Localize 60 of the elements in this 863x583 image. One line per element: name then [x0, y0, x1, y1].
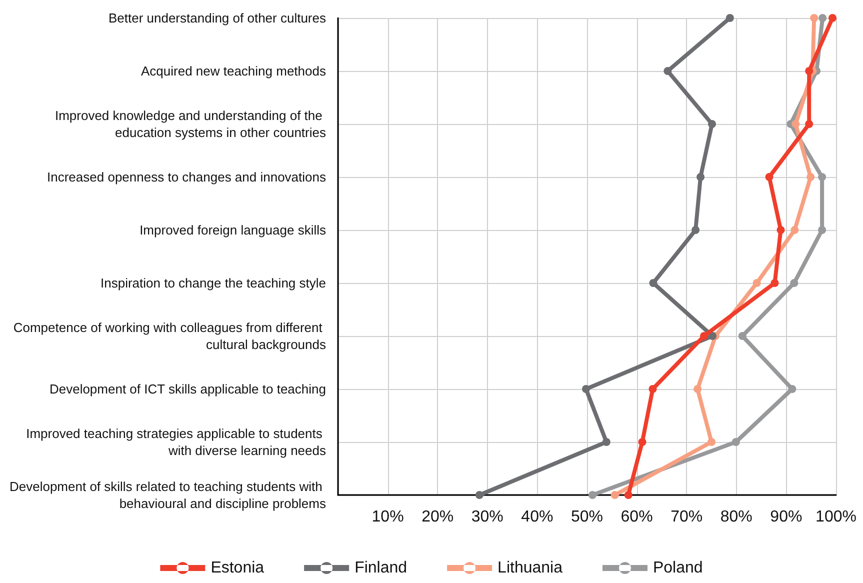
point [776, 226, 785, 234]
point [752, 279, 761, 287]
x-tick-label: 90% [770, 508, 802, 526]
x-tick-label: 60% [620, 508, 653, 526]
point [726, 14, 734, 22]
point [828, 14, 837, 22]
y-tick-label: Inspiration to change the teaching style [100, 276, 326, 290]
point [818, 14, 827, 22]
point [610, 491, 619, 499]
point [810, 14, 818, 22]
point [732, 438, 740, 446]
point [790, 279, 798, 287]
point [694, 385, 702, 393]
point [664, 67, 672, 75]
x-tick-label: 10% [372, 508, 404, 526]
y-tick-label: Improved teaching strategies applicable to students with diverse learning needs [26, 426, 326, 458]
point [582, 385, 590, 393]
legend-label: Estonia [210, 560, 264, 576]
x-tick-label: 30% [471, 508, 504, 526]
y-tick-label: Competence of working with colleagues from different cultural backgrounds [13, 320, 326, 352]
y-tick-label: Improved knowledge and understanding of the education systems in other countries [54, 108, 326, 140]
point [475, 491, 484, 499]
x-tick-label: 70% [670, 508, 703, 526]
point [648, 385, 657, 393]
point [700, 332, 708, 340]
x-tick-label: 80% [720, 508, 752, 526]
y-tick-label: Increased openness to changes and innovations [47, 170, 326, 184]
y-tick-label: Improved foreign language skills [140, 222, 326, 238]
legend-label: Poland [652, 560, 703, 576]
point [738, 332, 746, 340]
point [708, 438, 716, 446]
point [770, 279, 779, 287]
point [788, 385, 796, 393]
y-tick-label: Development of skills related to teaching students with behavioural and discipline problems [9, 479, 326, 511]
point [765, 173, 774, 181]
point [790, 226, 799, 234]
x-tick-label: 40% [521, 508, 554, 526]
point [818, 173, 826, 181]
x-tick-label: 20% [422, 508, 454, 526]
legend-label: Finland [354, 560, 408, 576]
x-tick-label: 100% [816, 508, 856, 526]
y-tick-label: Better understanding of other cultures [108, 10, 326, 26]
y-tick-label: Development of ICT skills applicable to teaching [49, 382, 326, 396]
point [638, 438, 646, 446]
point [708, 120, 716, 128]
point [649, 279, 658, 287]
point [692, 226, 700, 234]
x-tick-label: 50% [570, 508, 604, 526]
point [624, 491, 632, 499]
point [805, 67, 814, 75]
point [708, 332, 716, 340]
point [818, 226, 826, 234]
point [696, 173, 705, 181]
point [792, 120, 800, 128]
legend-label: Lithuania [498, 560, 563, 576]
point [806, 173, 815, 181]
y-tick-label: Acquired new teaching methods [140, 64, 326, 78]
point [588, 491, 596, 499]
point [805, 120, 814, 128]
point [602, 438, 610, 446]
